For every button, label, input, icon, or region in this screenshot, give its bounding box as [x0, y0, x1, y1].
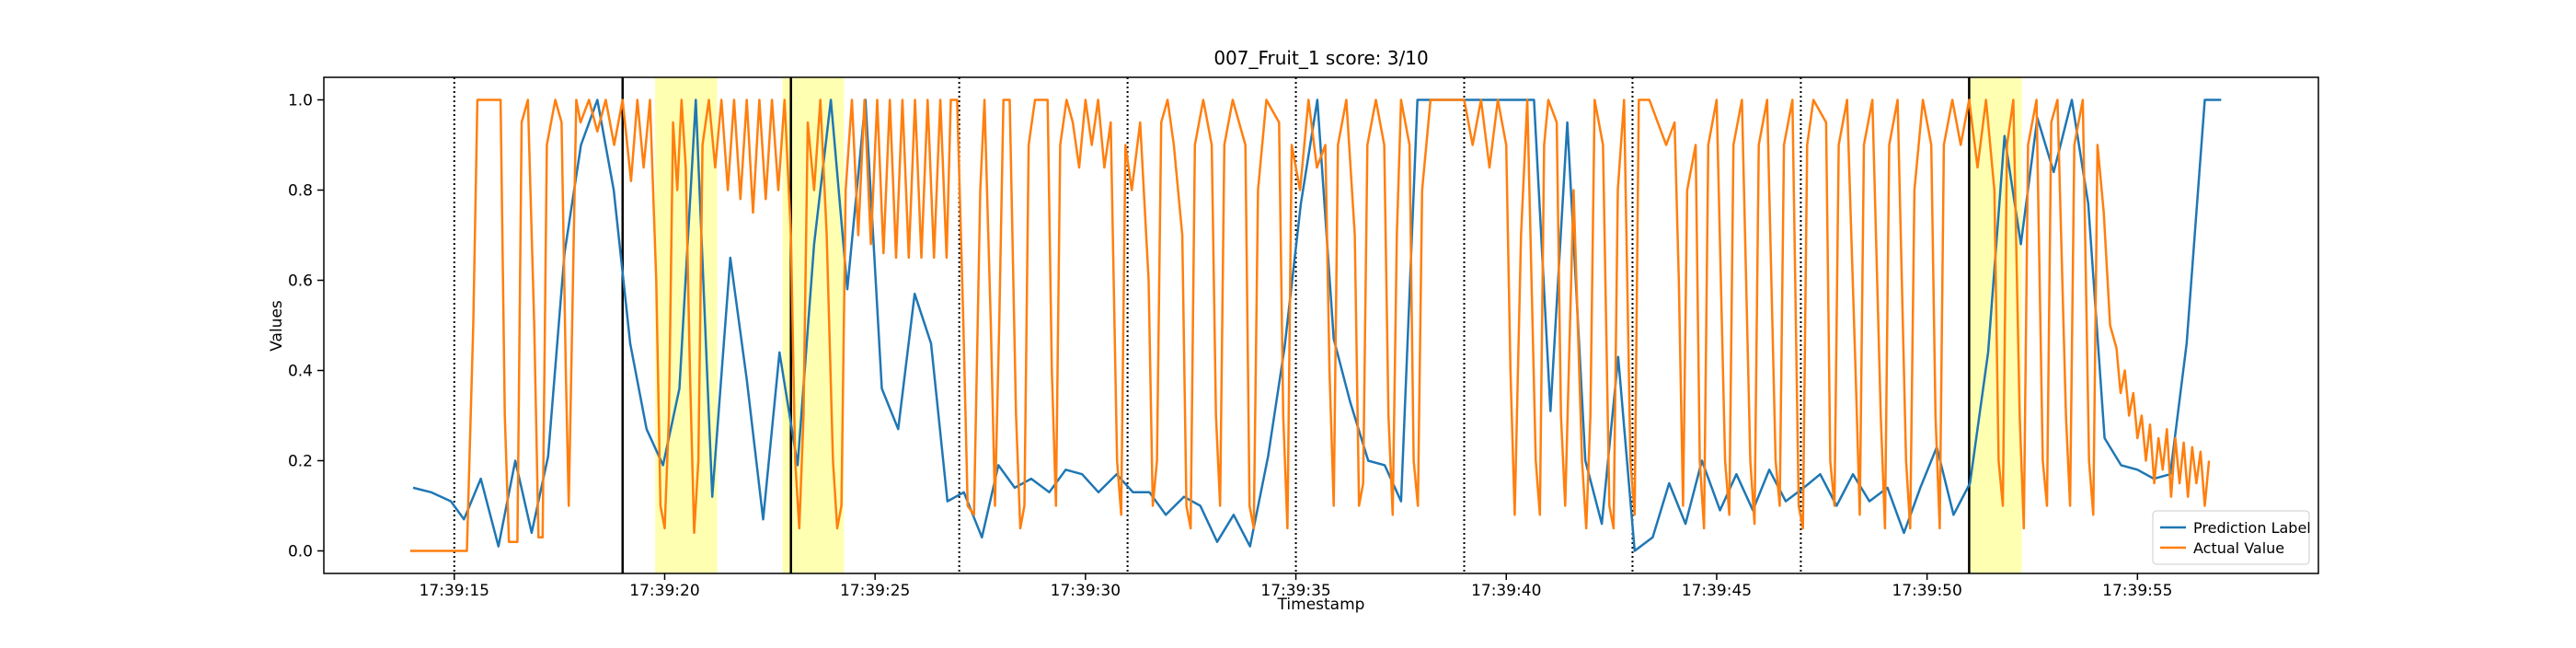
y-tick-label: 0.2 — [288, 453, 313, 471]
x-tick-label: 17:39:15 — [420, 582, 489, 600]
highlight-span — [654, 77, 718, 573]
y-tick-label: 0.6 — [288, 272, 313, 291]
y-tick-label: 1.0 — [288, 92, 313, 110]
x-tick-label: 17:39:40 — [1471, 582, 1541, 600]
x-tick-label: 17:39:30 — [1051, 582, 1121, 600]
x-tick-label: 17:39:45 — [1682, 582, 1752, 600]
x-tick-label: 17:39:50 — [1892, 582, 1961, 600]
x-tick-label: 17:39:20 — [629, 582, 699, 600]
x-axis-label: Timestamp — [1277, 596, 1365, 614]
series-line — [412, 98, 2222, 552]
chart-title: 007_Fruit_1 score: 3/10 — [1213, 47, 1428, 69]
legend-label: Prediction Label — [2193, 519, 2311, 537]
legend: Prediction Label Actual Value — [2152, 510, 2311, 565]
x-tick-label: 17:39:35 — [1260, 582, 1330, 600]
y-tick-label: 0.0 — [288, 543, 313, 561]
x-tick-label: 17:39:55 — [2102, 582, 2172, 600]
y-tick-label: 0.8 — [288, 182, 313, 201]
legend-label: Actual Value — [2193, 539, 2284, 557]
legend-box — [2152, 510, 2310, 565]
y-tick-label: 0.4 — [288, 363, 313, 381]
x-tick-label: 17:39:25 — [840, 582, 910, 600]
y-axis-label: Values — [268, 300, 286, 352]
series-line — [409, 98, 2211, 552]
plot-frame — [323, 76, 2319, 574]
